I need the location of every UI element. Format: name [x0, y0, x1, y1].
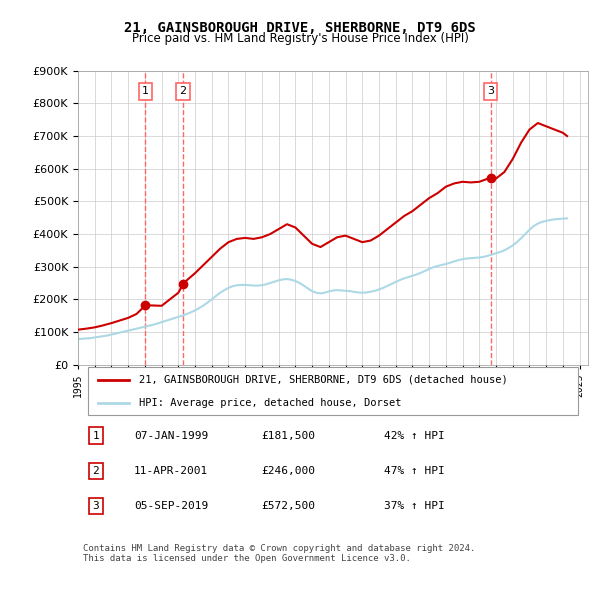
Text: 1: 1 [92, 431, 99, 441]
Text: HPI: Average price, detached house, Dorset: HPI: Average price, detached house, Dors… [139, 398, 402, 408]
Text: 47% ↑ HPI: 47% ↑ HPI [384, 466, 445, 476]
Text: 3: 3 [92, 501, 99, 511]
Text: 2: 2 [92, 466, 99, 476]
Text: £181,500: £181,500 [262, 431, 316, 441]
Text: 37% ↑ HPI: 37% ↑ HPI [384, 501, 445, 511]
Text: 3: 3 [487, 86, 494, 96]
Text: £246,000: £246,000 [262, 466, 316, 476]
Text: 07-JAN-1999: 07-JAN-1999 [134, 431, 208, 441]
Text: Price paid vs. HM Land Registry's House Price Index (HPI): Price paid vs. HM Land Registry's House … [131, 32, 469, 45]
Text: 11-APR-2001: 11-APR-2001 [134, 466, 208, 476]
Text: 2: 2 [179, 86, 187, 96]
Text: 42% ↑ HPI: 42% ↑ HPI [384, 431, 445, 441]
Text: 1: 1 [142, 86, 149, 96]
Text: £572,500: £572,500 [262, 501, 316, 511]
Text: 05-SEP-2019: 05-SEP-2019 [134, 501, 208, 511]
Text: 21, GAINSBOROUGH DRIVE, SHERBORNE, DT9 6DS (detached house): 21, GAINSBOROUGH DRIVE, SHERBORNE, DT9 6… [139, 375, 508, 385]
FancyBboxPatch shape [88, 367, 578, 415]
Text: 21, GAINSBOROUGH DRIVE, SHERBORNE, DT9 6DS: 21, GAINSBOROUGH DRIVE, SHERBORNE, DT9 6… [124, 21, 476, 35]
Text: Contains HM Land Registry data © Crown copyright and database right 2024.
This d: Contains HM Land Registry data © Crown c… [83, 544, 475, 563]
